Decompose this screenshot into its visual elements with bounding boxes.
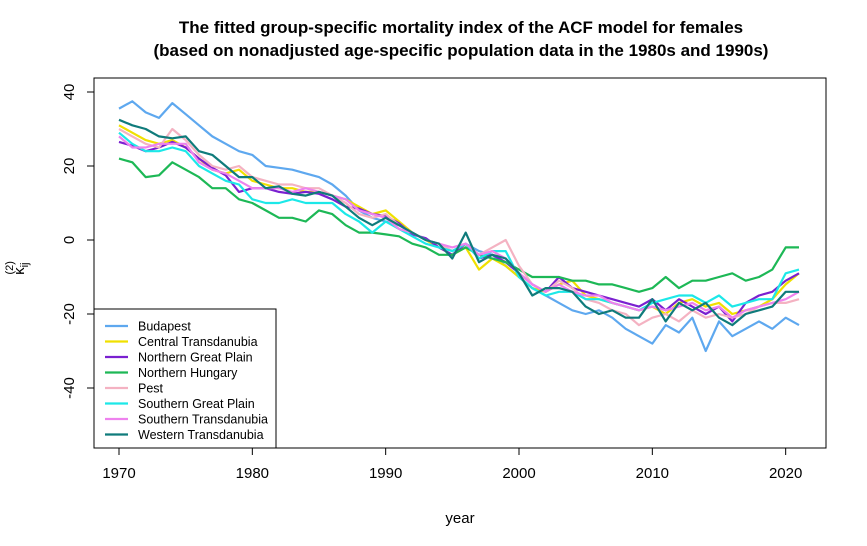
- x-tick-label: 1970: [102, 465, 135, 482]
- legend-label: Central Transdanubia: [138, 335, 258, 349]
- svg-text:κij(2): κij(2): [4, 261, 31, 275]
- series-line-pest: [118, 127, 800, 327]
- x-axis: 1970 1980 1990 2000 2010 2020: [102, 447, 802, 482]
- legend-label: Northern Hungary: [138, 366, 238, 380]
- y-tick-label: 0: [61, 236, 78, 244]
- chart-subtitle: (based on nonadjusted age-specific popul…: [154, 41, 769, 60]
- series-line-western-transdanubia: [118, 118, 799, 327]
- y-tick-label: 40: [61, 84, 78, 101]
- legend-label: Northern Great Plain: [138, 351, 253, 365]
- x-tick-label: 1980: [236, 465, 269, 482]
- y-axis-title: κij(2): [4, 261, 31, 275]
- y-tick-label: 20: [61, 158, 78, 175]
- y-axis-title-symbol: κ: [11, 267, 28, 275]
- series-line-southern-great-plain: [118, 131, 800, 312]
- series-line-northern-hungary: [118, 157, 799, 293]
- legend-label: Southern Great Plain: [138, 397, 255, 411]
- legend-box: [93, 308, 277, 449]
- x-tick-label: 2020: [769, 465, 802, 482]
- x-tick-label: 2010: [636, 465, 669, 482]
- y-tick-label: -20: [61, 303, 78, 325]
- legend-label: Southern Transdanubia: [138, 413, 268, 427]
- legend-label: Budapest: [138, 320, 191, 334]
- x-tick-label: 1990: [369, 465, 402, 482]
- legend-label: Pest: [138, 382, 164, 396]
- y-axis: -40 -20 0 20 40: [61, 84, 95, 399]
- x-tick-label: 2000: [502, 465, 535, 482]
- y-axis-title-superscript: (2): [4, 261, 16, 274]
- x-axis-title: year: [445, 510, 474, 527]
- series-line-central-transdanubia: [118, 124, 800, 316]
- y-axis-title-subscript: ij: [19, 263, 31, 268]
- series-line-southern-transdanubia: [118, 135, 800, 319]
- legend-label: Western Transdanubia: [138, 428, 264, 442]
- y-tick-label: -40: [61, 377, 78, 399]
- series-layer: [118, 100, 800, 353]
- chart-title: The fitted group-specific mortality inde…: [179, 18, 743, 37]
